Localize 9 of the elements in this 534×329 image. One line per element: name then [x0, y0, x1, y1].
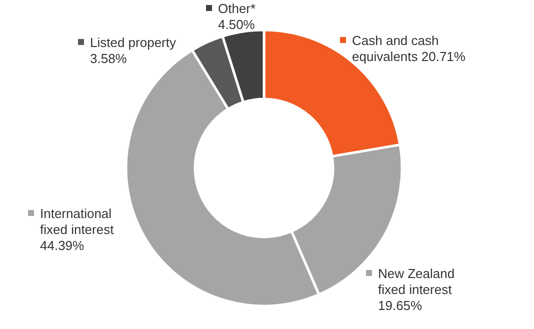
data-label: 3.58%	[90, 51, 128, 66]
legend-label: Cash and cash equivalents 20.71%	[352, 33, 466, 64]
legend-label: New Zealand fixed interest	[378, 266, 455, 297]
legend-label: International fixed interest	[40, 206, 114, 237]
legend-label: Other*	[218, 1, 256, 16]
data-label: 4.50%	[218, 17, 256, 32]
data-label: 44.39%	[40, 238, 85, 253]
legend-label: Listed property	[90, 35, 176, 50]
data-label: 19.65%	[378, 298, 423, 313]
